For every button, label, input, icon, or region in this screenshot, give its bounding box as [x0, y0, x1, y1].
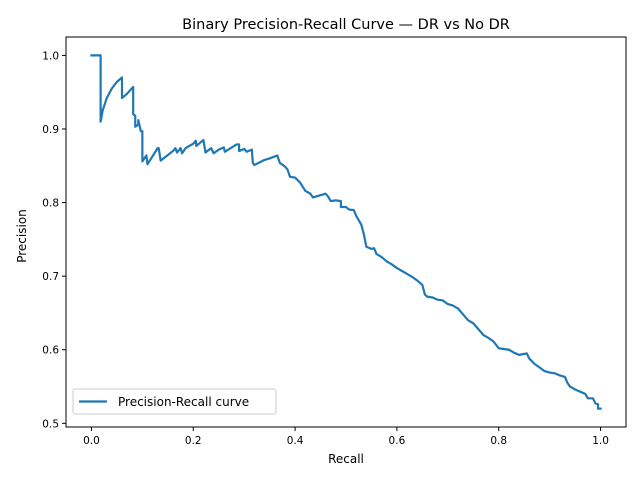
axes: 0.0 0.2 0.4 0.6 0.8 1.0 0.5 0.6 0.7 0.8 0.9 1.0 — [42, 36, 627, 447]
series-line-0 — [90, 54, 602, 410]
x-axis-label: Recall — [328, 452, 364, 466]
y-tick-label: 0.9 — [42, 124, 59, 136]
x-tick-label: 0.0 — [83, 435, 100, 447]
x-tick-label: 0.4 — [287, 435, 304, 447]
y-axis-label: Precision — [15, 209, 29, 263]
y-tick-label: 0.7 — [42, 271, 59, 283]
y-tick-label: 0.8 — [42, 198, 59, 210]
y-tick-label: 0.5 — [42, 418, 59, 430]
legend-box — [72, 388, 277, 415]
y-tick-label: 1.0 — [42, 50, 59, 62]
chart-title: Binary Precision-Recall Curve — DR vs No… — [182, 17, 510, 33]
y-tick-label: 0.6 — [42, 345, 59, 357]
x-tick-label: 1.0 — [592, 435, 609, 447]
legend: Precision-Recall curve — [72, 388, 277, 415]
plot-area — [90, 54, 602, 410]
legend-entry-label: Precision-Recall curve — [118, 395, 249, 409]
axes-frame — [65, 36, 627, 428]
x-tick-label: 0.8 — [490, 435, 507, 447]
x-tick-label: 0.6 — [389, 435, 406, 447]
x-tick-label: 0.2 — [185, 435, 202, 447]
